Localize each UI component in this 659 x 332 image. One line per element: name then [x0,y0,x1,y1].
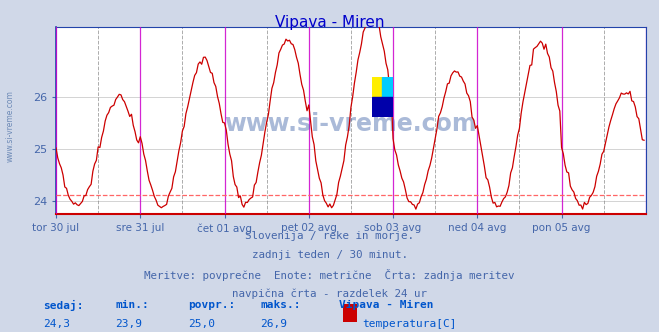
Text: temperatura[C]: temperatura[C] [362,319,457,329]
Text: Vipava - Miren: Vipava - Miren [275,15,384,30]
Bar [372,97,393,117]
Text: Vipava - Miren: Vipava - Miren [339,300,434,310]
Text: www.si-vreme.com: www.si-vreme.com [225,112,477,136]
Text: Slovenija / reke in morje.: Slovenija / reke in morje. [245,231,414,241]
Text: zadnji teden / 30 minut.: zadnji teden / 30 minut. [252,250,407,260]
Text: 25,0: 25,0 [188,319,215,329]
Text: sedaj:: sedaj: [43,300,83,311]
Text: maks.:: maks.: [260,300,301,310]
Text: 24,3: 24,3 [43,319,70,329]
Text: navpična črta - razdelek 24 ur: navpična črta - razdelek 24 ur [232,289,427,299]
Bar [372,77,382,97]
Text: 26,9: 26,9 [260,319,287,329]
Text: 23,9: 23,9 [115,319,142,329]
Bar [382,77,393,97]
Text: Meritve: povprečne  Enote: metrične  Črta: zadnja meritev: Meritve: povprečne Enote: metrične Črta:… [144,269,515,281]
Text: min.:: min.: [115,300,149,310]
Text: www.si-vreme.com: www.si-vreme.com [5,90,14,162]
Text: povpr.:: povpr.: [188,300,235,310]
